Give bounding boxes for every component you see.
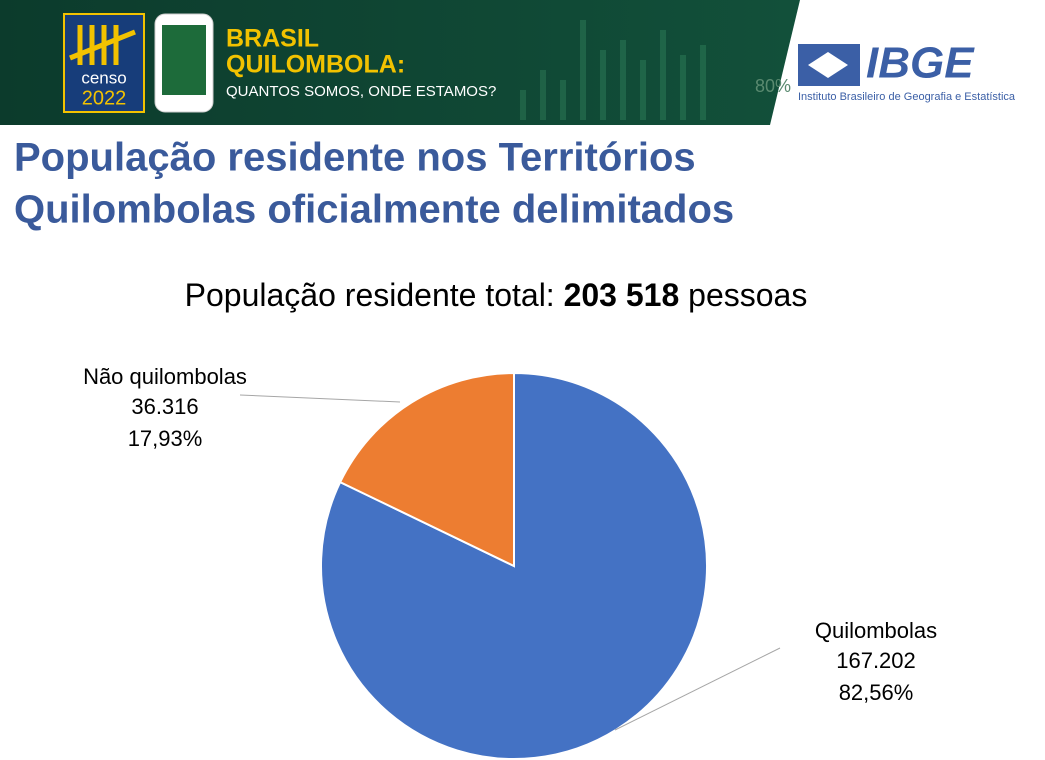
campaign-line1: BRASIL: [226, 25, 319, 53]
subtitle: População residente total: 203 518 pesso…: [185, 277, 808, 313]
subtitle-prefix: População residente total:: [185, 277, 555, 313]
slice-label: Quilombolas: [815, 618, 937, 643]
subtitle-total: 203 518: [564, 277, 680, 313]
censo-tally: [69, 25, 136, 65]
title-line: Quilombolas oficialmente delimitados: [14, 188, 734, 232]
ibge-caption: Instituto Brasileiro de Geografia e Esta…: [798, 91, 1016, 103]
ibge-logo: IBGE: [866, 39, 975, 88]
campaign-line3: QUANTOS SOMOS, ONDE ESTAMOS?: [226, 83, 496, 100]
slice-percent: 82,56%: [839, 680, 914, 705]
subtitle-suffix: pessoas: [688, 277, 807, 313]
ibge-mark-inner: [808, 52, 848, 78]
slice-value: 167.202: [836, 648, 916, 673]
campaign-line2: QUILOMBOLA:: [226, 51, 405, 79]
slice-value: 36.316: [131, 394, 198, 419]
slice-label: Não quilombolas: [83, 364, 247, 389]
leader-line: [239, 394, 401, 403]
leader-line: [614, 647, 781, 731]
censo-year: 2022: [82, 87, 127, 109]
pie-slice: [338, 371, 515, 568]
slice-percent: 17,93%: [128, 426, 203, 451]
banner-decor: [520, 20, 706, 120]
censo-word: censo: [81, 68, 126, 87]
phone-screen: [162, 25, 206, 95]
banner-decor-text: 80%: [755, 76, 791, 96]
title-line: População residente nos Territórios: [14, 136, 696, 180]
